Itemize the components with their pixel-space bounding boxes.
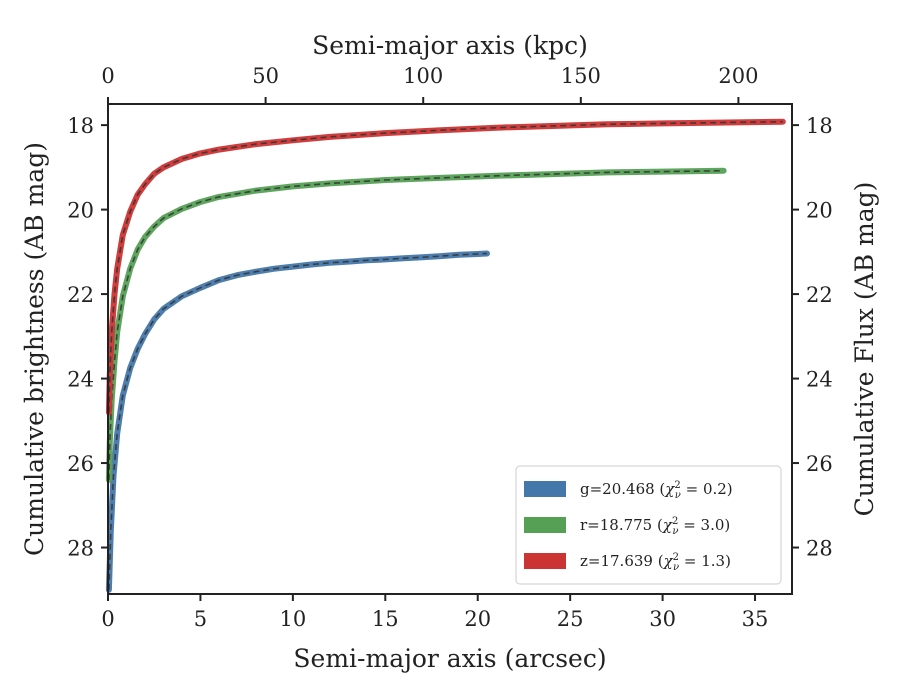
ticks-layer: 0 5 10 15 20 25 30 35 0 50 100 150 200 18 18 20 20 22 22 24…	[67, 64, 832, 631]
x-tick-label: 35	[742, 607, 769, 631]
x-tick-label: 15	[372, 607, 399, 631]
y2-tick-label: 20	[806, 199, 833, 223]
x-axis-label: Semi-major axis (arcsec)	[293, 644, 606, 673]
y-tick-label: 22	[67, 283, 94, 307]
x-tick-label: 5	[194, 607, 207, 631]
legend: g=20.468 (χ2 ν = 0.2) r=18.775 (χ2 ν = 3.0)…	[515, 465, 782, 585]
y2-tick-label: 26	[806, 452, 833, 476]
y2-tick-label: 24	[806, 368, 833, 392]
x-tick-label: 25	[557, 607, 584, 631]
series-layer	[105, 118, 786, 593]
x-tick-label: 30	[649, 607, 676, 631]
y-tick-label: 24	[67, 368, 94, 392]
legend-swatch-1	[524, 517, 566, 533]
x-tick-label: 20	[464, 607, 491, 631]
legend-label-0: g=20.468 (χ2 ν = 0.2)	[580, 480, 733, 501]
series-model-line-0	[108, 252, 488, 590]
y2-axis-label: Cumulative Flux (AB mag)	[850, 182, 879, 517]
legend-items: g=20.468 (χ2 ν = 0.2) r=18.775 (χ2 ν = 3.0)…	[524, 480, 733, 573]
legend-swatch-0	[524, 481, 566, 497]
y2-tick-label: 28	[806, 537, 833, 561]
y-axis-label: Cumulative brightness (AB mag)	[20, 142, 49, 556]
y-tick-label: 20	[67, 199, 94, 223]
y-tick-label: 28	[67, 537, 94, 561]
x2-axis-label: Semi-major axis (kpc)	[312, 31, 588, 60]
legend-swatch-2	[524, 553, 566, 569]
y-tick-label: 26	[67, 452, 94, 476]
y2-tick-label: 22	[806, 283, 833, 307]
plot-frame	[107, 103, 793, 595]
x-tick-label: 10	[279, 607, 306, 631]
legend-frame	[515, 465, 782, 585]
legend-label-2: z=17.639 (χ2 ν = 1.3)	[580, 552, 731, 573]
x2-tick-label: 0	[101, 64, 114, 88]
series-model-line-2	[108, 120, 783, 413]
legend-label-1: r=18.775 (χ2 ν = 3.0)	[580, 516, 730, 537]
x2-tick-label: 100	[403, 64, 443, 88]
y-tick-label: 18	[67, 114, 94, 138]
x2-tick-label: 50	[252, 64, 279, 88]
x2-tick-label: 150	[561, 64, 601, 88]
x-tick-label: 0	[101, 607, 114, 631]
x2-tick-label: 200	[718, 64, 758, 88]
series-model-line-1	[108, 169, 724, 480]
y2-tick-label: 18	[806, 114, 833, 138]
